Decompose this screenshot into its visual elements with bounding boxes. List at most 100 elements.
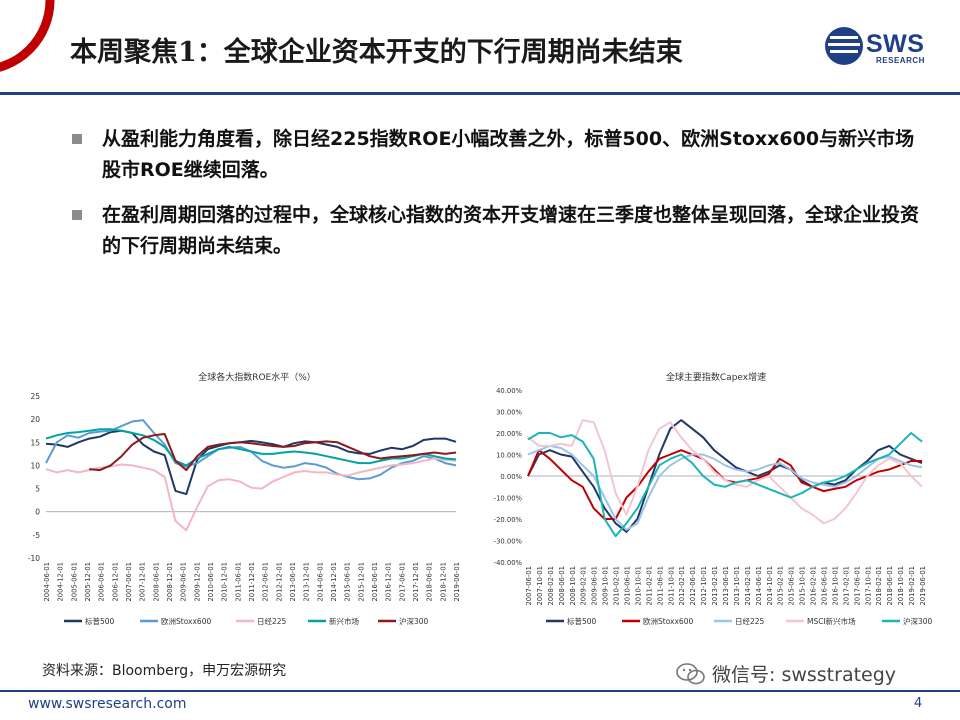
x-tick-label: 2013-02-01 [711,566,719,606]
y-tick-label: 40.00% [496,387,522,395]
y-tick-label: -10.00% [494,495,523,503]
x-tick-label: 2004-12-01 [57,562,65,602]
x-tick-label: 2016-12-01 [385,562,393,602]
x-tick-label: 2005-12-01 [84,562,92,602]
bullet-square-icon [72,210,82,220]
y-tick-label: -40.00% [494,559,523,567]
x-tick-label: 2017-12-01 [412,562,420,602]
x-tick-label: 2016-10-01 [831,566,839,606]
x-tick-label: 2008-12-01 [166,562,174,602]
legend-label: 日经225 [735,616,765,626]
x-tick-label: 2014-10-01 [766,566,774,606]
x-tick-label: 2011-06-01 [656,566,664,606]
x-tick-label: 2012-10-01 [700,566,708,606]
y-tick-label: 30.00% [496,409,522,417]
x-tick-label: 2013-10-01 [733,566,741,606]
sws-logo-icon [825,27,863,65]
x-tick-label: 2007-06-01 [125,562,133,602]
series-line-4 [527,432,923,538]
y-tick-label: 25 [30,392,40,401]
chart-title: 全球各大指数ROE水平（%） [198,371,316,383]
x-tick-label: 2017-06-01 [853,566,861,606]
x-tick-label: 2007-10-01 [536,566,544,606]
x-tick-label: 2017-02-01 [842,566,850,606]
y-tick-label: 10.00% [496,452,522,460]
chart-title: 全球主要指数Capex增速 [666,371,766,383]
y-tick-label: -30.00% [494,538,523,546]
series-line-0 [45,429,457,496]
y-tick-label: 20 [30,415,40,424]
x-tick-label: 2013-06-01 [722,566,730,606]
x-tick-label: 2015-10-01 [799,566,807,606]
x-tick-label: 2011-06-01 [234,562,242,602]
x-tick-label: 2015-06-01 [788,566,796,606]
y-tick-label: -5 [33,531,41,540]
series-line-2 [45,457,457,532]
x-tick-label: 2010-02-01 [613,566,621,606]
bullet-point-1: 从盈利能力角度看，除日经225指数ROE小幅改善之外，标普500、欧洲Stoxx… [72,124,922,186]
legend-label: 沪深300 [903,616,933,626]
x-tick-label: 2010-06-01 [624,566,632,606]
y-tick-label: 5 [35,485,40,494]
x-tick-label: 2006-12-01 [111,562,119,602]
header-accent-arc [0,0,55,72]
bullet-point-2: 在盈利周期回落的过程中，全球核心指数的资本开支增速在三季度也整体呈现回落，全球企… [72,200,922,262]
x-tick-label: 2011-12-01 [248,562,256,602]
x-tick-label: 2008-10-01 [569,566,577,606]
y-tick-label: 0 [35,508,40,517]
x-tick-label: 2005-06-01 [70,562,78,602]
x-tick-label: 2010-06-01 [207,562,215,602]
legend-label: MSCI新兴市场 [807,616,856,626]
x-tick-label: 2007-12-01 [139,562,147,602]
x-tick-label: 2015-02-01 [777,566,785,606]
x-tick-label: 2016-06-01 [821,566,829,606]
x-tick-label: 2008-06-01 [152,562,160,602]
page-number: 4 [914,696,923,711]
x-tick-label: 2014-06-01 [755,566,763,606]
title-divider [0,92,960,95]
y-tick-label: -10 [28,554,40,563]
x-tick-label: 2013-06-01 [289,562,297,602]
x-tick-label: 2012-06-01 [689,566,697,606]
x-tick-label: 2016-06-01 [371,562,379,602]
capex-line-chart: 全球主要指数Capex增速 40.00% 30.00% 20.00% 10.00% 0.… [494,371,933,626]
x-tick-label: 2015-12-01 [357,562,365,602]
x-tick-label: 2013-12-01 [303,562,311,602]
legend-label: 欧洲Stoxx600 [643,616,693,626]
x-tick-label: 2019-02-01 [908,566,916,606]
x-tick-label: 2019-06-01 [453,562,461,602]
legend-label: 标普500 [85,616,115,626]
legend-label: 新兴市场 [329,616,359,626]
x-tick-label: 2018-10-01 [897,566,905,606]
y-tick-label: 20.00% [496,430,522,438]
wechat-watermark: 微信号: swsstrategy [712,664,897,686]
x-tick-label: 2008-06-01 [558,566,566,606]
legend-label: 标普500 [567,616,597,626]
x-tick-label: 2018-02-01 [875,566,883,606]
website-link[interactable]: www.swsresearch.com [28,696,187,712]
x-tick-label: 2011-10-01 [667,566,675,606]
x-tick-label: 2011-02-01 [645,566,653,606]
x-tick-label: 2014-06-01 [316,562,324,602]
series-line-3 [45,428,457,467]
legend-label: 日经225 [257,616,287,626]
x-tick-label: 2010-12-01 [221,562,229,602]
x-tick-label: 2018-12-01 [439,562,447,602]
x-tick-label: 2009-12-01 [193,562,201,602]
x-tick-label: 2009-10-01 [602,566,610,606]
x-tick-label: 2010-10-01 [634,566,642,606]
source-note: 资料来源：Bloomberg，申万宏源研究 [42,663,287,679]
y-tick-label: 0.00% [500,473,522,481]
x-tick-label: 2014-12-01 [330,562,338,602]
series-line-4 [89,433,457,472]
roe-line-chart: 全球各大指数ROE水平（%） -10 -5 0 5 10 15 20 25 2004-06-01… [28,371,461,626]
x-tick-label: 2009-06-01 [591,566,599,606]
x-tick-label: 2018-06-01 [426,562,434,602]
logo-subtext: RESEARCH [876,56,925,65]
footer-divider [0,690,960,692]
x-tick-label: 2009-02-01 [580,566,588,606]
logo-text: SWS [866,30,925,58]
bullet-square-icon [72,134,82,144]
x-tick-label: 2017-06-01 [398,562,406,602]
x-tick-label: 2017-10-01 [864,566,872,606]
